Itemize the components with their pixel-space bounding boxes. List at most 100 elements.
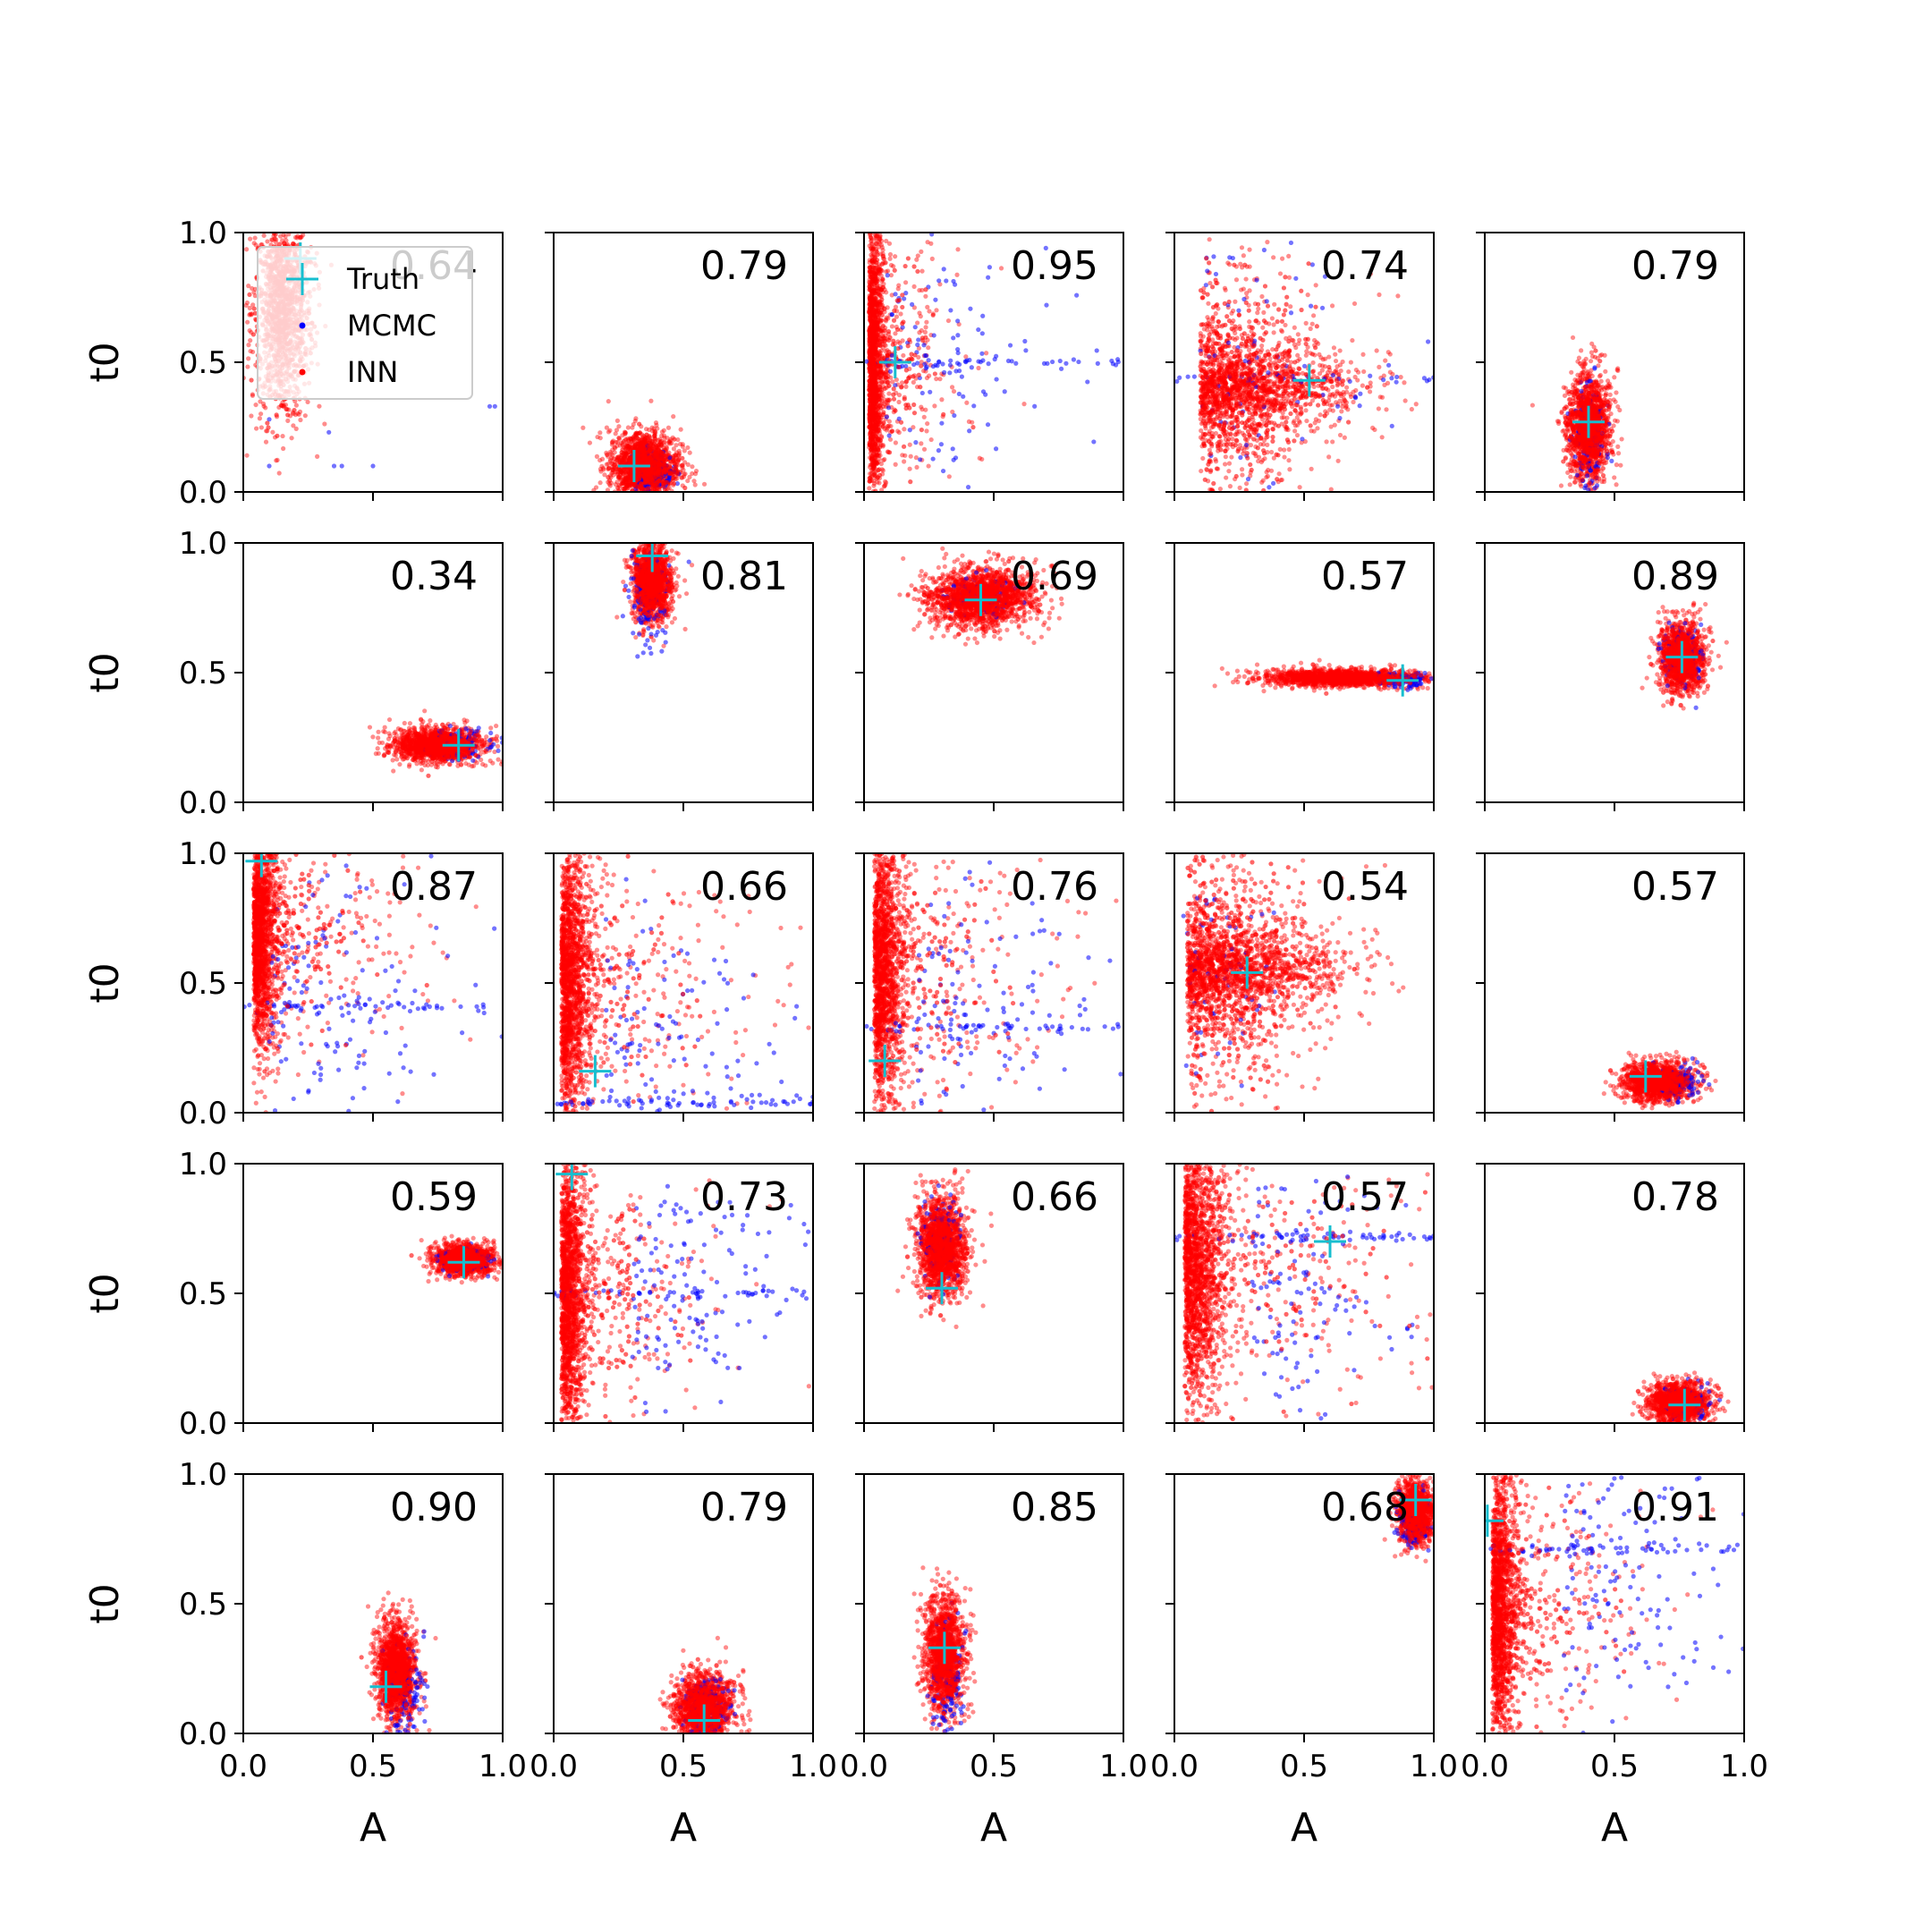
inn-point <box>875 479 880 485</box>
inn-point <box>881 457 886 463</box>
panel-score: 0.95 <box>1011 243 1098 289</box>
inn-point <box>878 434 885 439</box>
inn-point <box>929 256 935 261</box>
inn-point <box>593 485 599 490</box>
inn-point <box>1254 377 1259 383</box>
inn-point <box>608 451 614 456</box>
inn-point <box>279 402 284 409</box>
inn-point <box>871 478 877 484</box>
inn-point <box>623 430 628 436</box>
inn-point <box>597 457 603 463</box>
inn-point <box>886 379 891 385</box>
inn-point <box>665 435 670 441</box>
mcmc-point <box>939 420 945 426</box>
inn-point <box>652 480 657 486</box>
inn-point <box>657 467 663 472</box>
inn-point <box>278 233 284 239</box>
inn-point <box>659 433 665 438</box>
inn-point <box>868 475 873 480</box>
mcmc-point <box>931 333 936 338</box>
inn-point <box>664 445 670 451</box>
inn-point <box>896 364 902 369</box>
inn-point <box>876 453 881 459</box>
inn-point <box>896 399 902 405</box>
inn-point <box>612 463 617 469</box>
inn-point <box>892 267 897 273</box>
inn-point <box>610 467 615 472</box>
inn-point <box>869 467 875 472</box>
inn-point <box>276 470 282 476</box>
inn-point <box>932 403 937 409</box>
inn-point <box>869 275 875 280</box>
inn-point <box>891 392 896 397</box>
inn-point <box>659 453 665 459</box>
inn-point <box>246 284 251 289</box>
inn-point <box>247 236 253 242</box>
inn-point <box>250 302 256 308</box>
inn-point <box>701 481 708 487</box>
inn-point <box>873 337 879 343</box>
inn-point <box>876 270 882 275</box>
inn-point <box>671 414 676 419</box>
mcmc-point <box>1085 379 1090 385</box>
inn-point <box>879 245 885 250</box>
inn-point <box>897 341 902 346</box>
inn-point <box>1222 285 1228 291</box>
inn-point <box>872 309 878 315</box>
inn-point <box>872 345 877 351</box>
inn-point <box>621 438 627 444</box>
inn-point <box>977 455 982 461</box>
inn-point <box>869 259 876 265</box>
inn-point <box>886 329 892 335</box>
inn-point <box>873 241 878 246</box>
inn-point <box>650 443 656 448</box>
inn-point <box>580 425 586 430</box>
inn-point <box>911 305 917 310</box>
inn-point <box>1271 322 1276 327</box>
inn-point <box>885 352 890 359</box>
inn-point <box>871 252 877 258</box>
inn-point <box>976 365 981 371</box>
inn-point <box>934 308 939 313</box>
inn-point <box>648 455 653 461</box>
inn-point <box>292 407 297 413</box>
inn-point <box>867 265 872 270</box>
mcmc-point <box>940 468 946 474</box>
inn-point <box>877 362 882 368</box>
inn-point <box>868 403 873 409</box>
inn-point <box>685 478 691 484</box>
mcmc-point <box>944 278 949 284</box>
inn-point <box>925 304 930 309</box>
inn-point <box>877 437 884 444</box>
mcmc-point <box>912 325 918 330</box>
inn-point <box>898 311 903 317</box>
inn-point <box>1340 378 1345 384</box>
inn-point <box>649 467 655 473</box>
inn-point <box>601 467 606 472</box>
mcmc-point <box>965 485 971 490</box>
inn-point <box>283 233 288 240</box>
inn-point <box>647 434 652 439</box>
inn-point <box>914 464 919 470</box>
inn-point <box>274 458 279 463</box>
inn-point <box>902 427 907 432</box>
inn-point <box>885 424 891 429</box>
inn-point <box>893 408 898 413</box>
mcmc-point <box>900 325 905 330</box>
inn-point <box>917 330 922 335</box>
inn-point <box>285 412 291 418</box>
inn-point <box>891 396 897 402</box>
inn-point <box>911 374 916 379</box>
mcmc-point <box>907 428 912 433</box>
inn-point <box>607 449 613 455</box>
inn-point <box>674 469 680 474</box>
mcmc-point <box>886 433 892 438</box>
mcmc-point <box>916 337 921 343</box>
inn-point <box>610 438 616 444</box>
mcmc-point <box>986 361 991 367</box>
inn-point <box>612 450 617 455</box>
inn-point <box>867 486 872 491</box>
inn-point <box>652 428 657 435</box>
mcmc-point <box>987 265 992 270</box>
inn-point <box>676 451 682 456</box>
